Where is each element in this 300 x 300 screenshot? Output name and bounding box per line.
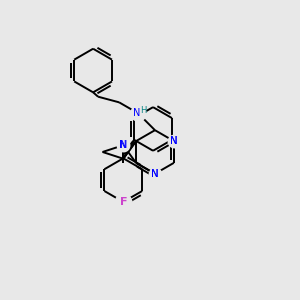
Text: H: H (140, 106, 146, 115)
Text: N: N (133, 108, 140, 118)
Text: N: N (120, 140, 127, 150)
Text: N: N (170, 136, 178, 146)
Text: N: N (170, 136, 178, 146)
Text: F: F (119, 197, 127, 207)
Text: N: N (119, 140, 127, 150)
Text: N: N (151, 169, 159, 179)
Text: N: N (151, 169, 159, 179)
